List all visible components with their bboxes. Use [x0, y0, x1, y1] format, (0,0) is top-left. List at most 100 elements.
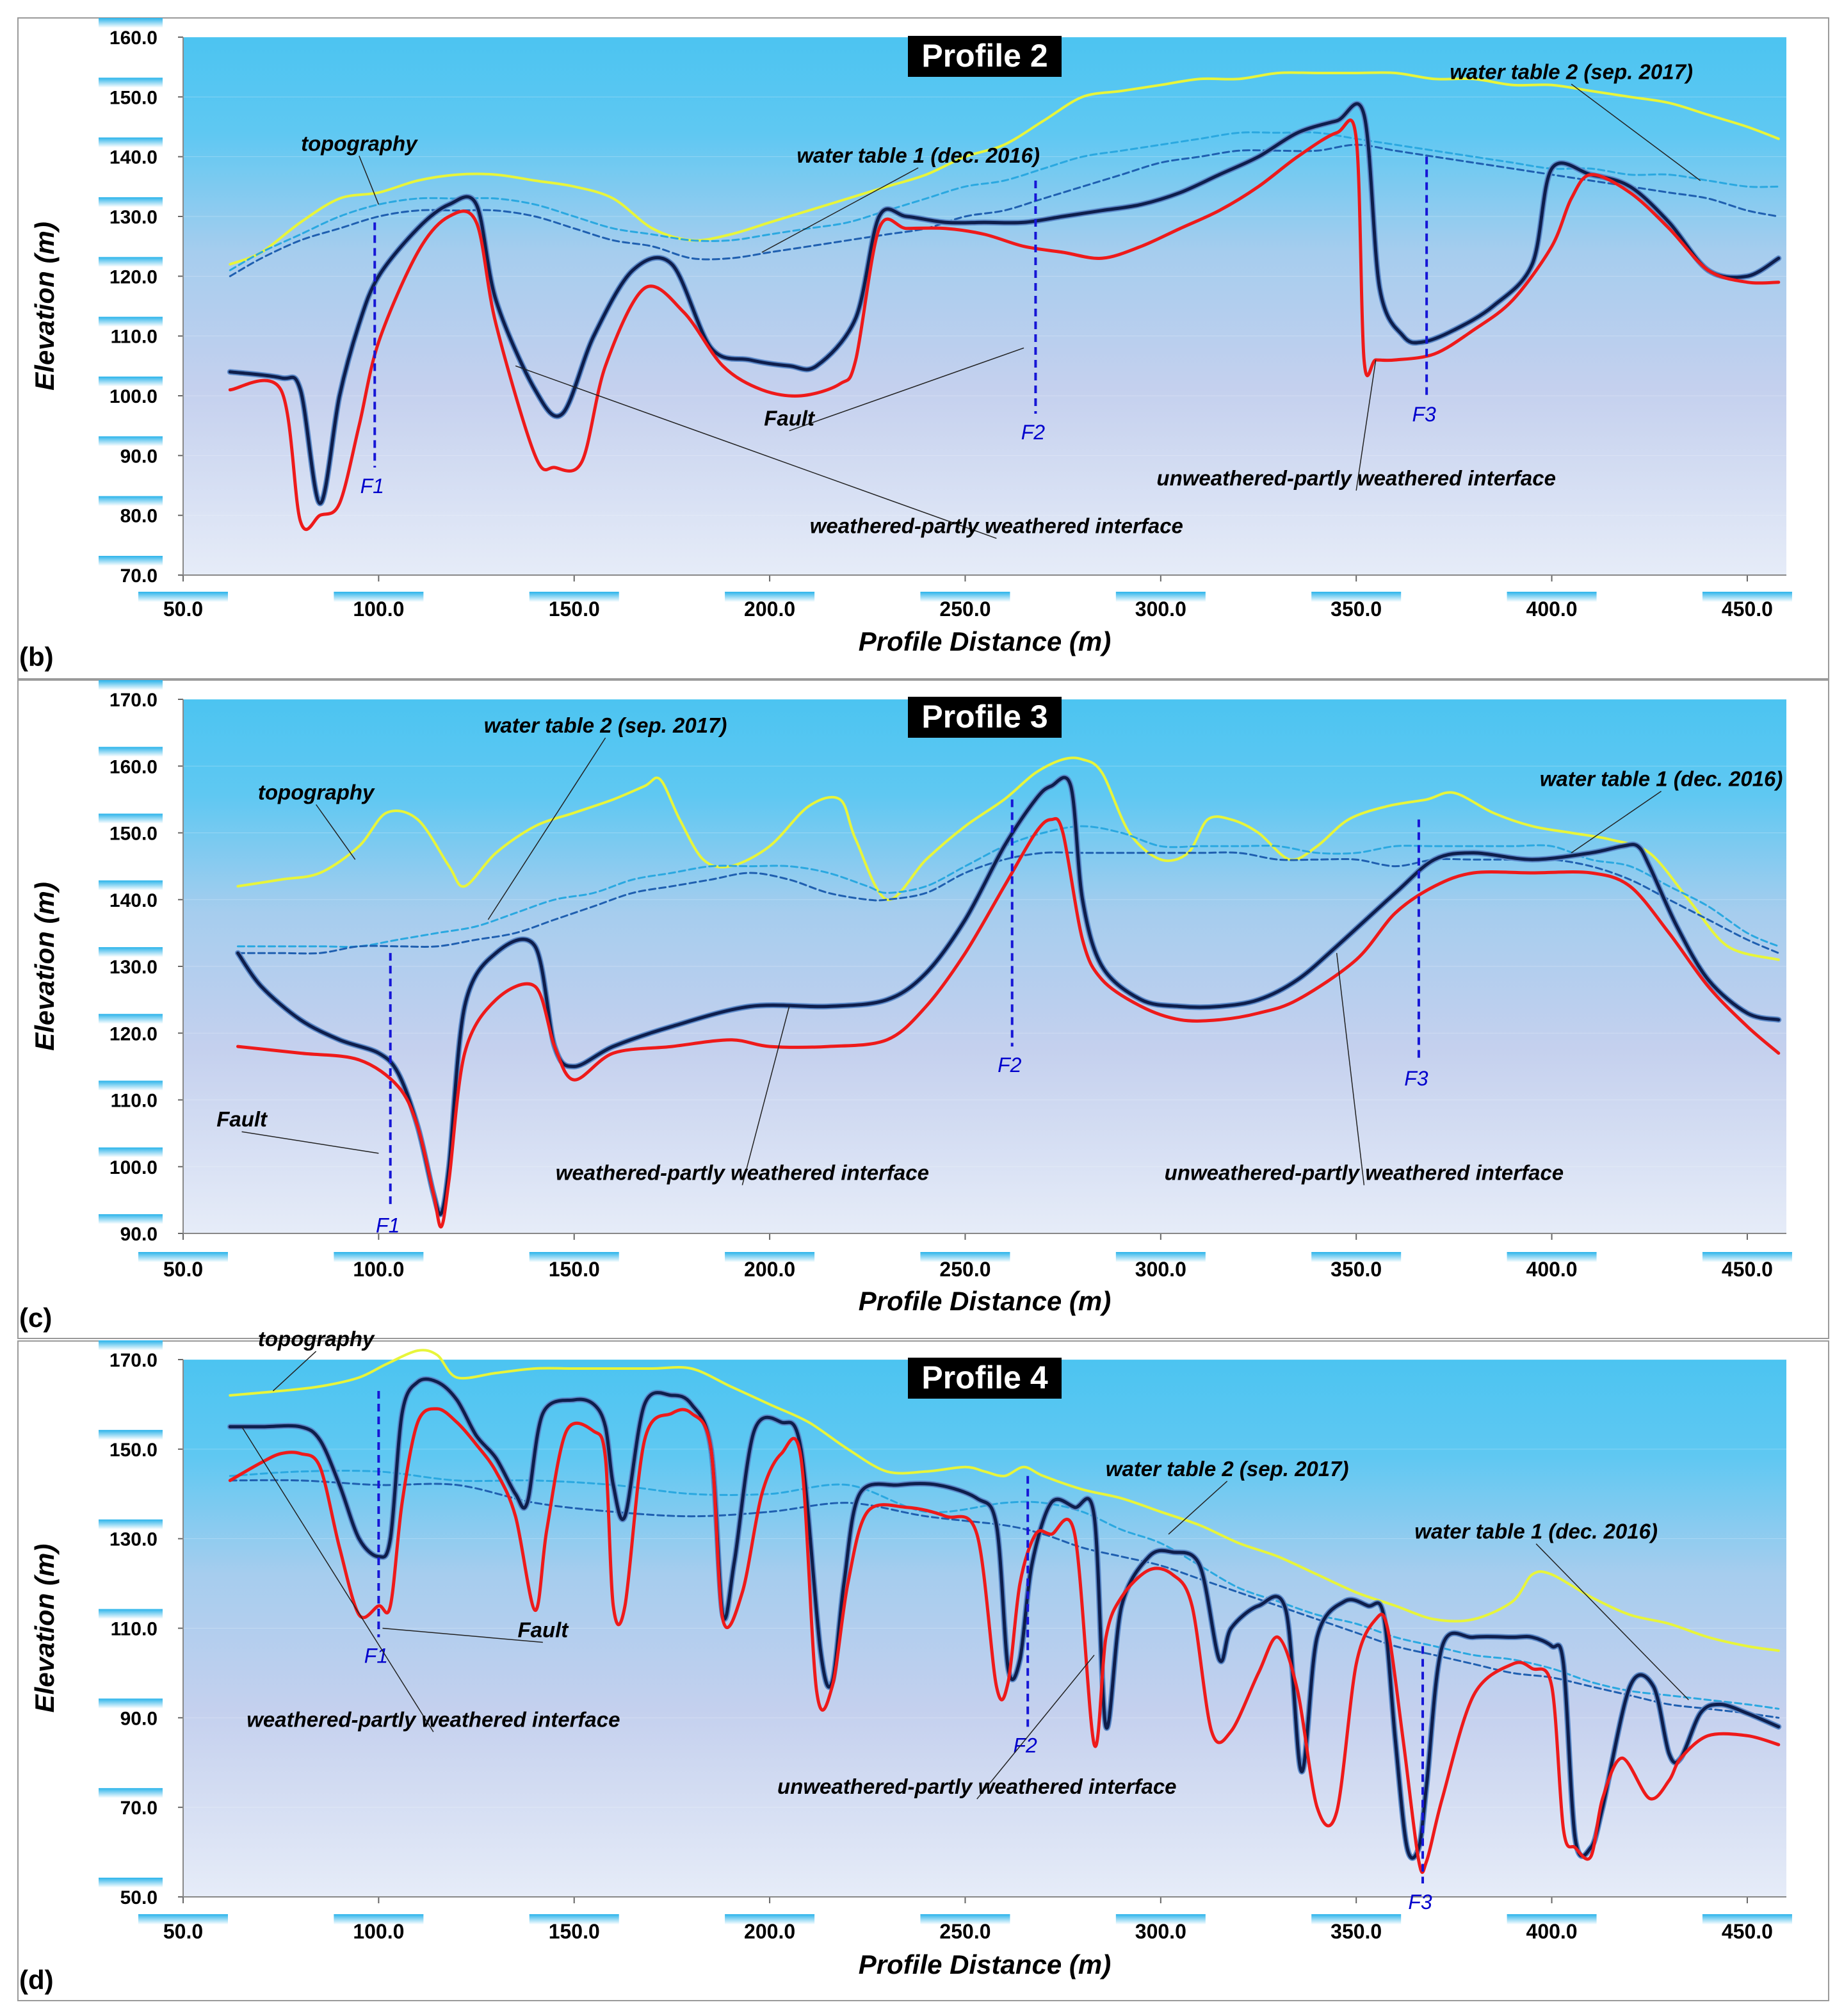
x-tick-bg [1115, 592, 1206, 621]
profile-title: Profile 3 [921, 699, 1047, 735]
series-weathered-line [228, 102, 1781, 505]
x-tick-bg [1702, 1914, 1792, 1944]
x-tick-bg [334, 592, 424, 621]
y-tick-label: 120.0 [109, 266, 158, 288]
y-tick-label: 160.0 [109, 28, 158, 49]
annotation-leader [1336, 953, 1365, 1185]
fault-label-f3: F3 [1408, 1890, 1432, 1914]
y-tick-label: 50.0 [120, 1887, 158, 1908]
annotation-leader [789, 347, 1024, 432]
y-tick-label: 120.0 [109, 1023, 158, 1045]
annotation-label: water table 2 (sep. 2017) [1106, 1457, 1349, 1481]
x-tick-bg [1702, 1252, 1792, 1281]
x-tick-bg [1702, 592, 1792, 621]
series-water_table_2-line [229, 1470, 1780, 1710]
x-tick-bg [529, 1914, 619, 1944]
annotation-label: topography [258, 1327, 375, 1351]
x-tick-bg [138, 592, 228, 621]
x-tick-bg [725, 592, 815, 621]
panel-frame [17, 1340, 1829, 2001]
fault-label-f3: F3 [1412, 403, 1436, 426]
x-tick-bg [529, 1252, 619, 1281]
x-tick-label: 50.0 [163, 1920, 203, 1943]
profile-panel-3: 90.0 100.0 110.0 120.0 130.0 140.0 150.0 160.0 1… [17, 679, 1829, 1339]
y-tick-label: 90.0 [120, 1708, 158, 1729]
x-tick-label: 150.0 [549, 1920, 600, 1943]
y-tick-bg [99, 1080, 163, 1109]
profile-title: Profile 4 [921, 1360, 1047, 1395]
y-tick-label: 170.0 [109, 1350, 158, 1371]
y-tick-bg [99, 947, 163, 975]
annotation-label: unweathered-partly weathered interface [1165, 1161, 1564, 1185]
x-axis-label: Profile Distance (m) [859, 626, 1111, 656]
x-tick-bg [529, 592, 619, 621]
annotation-leader [241, 1131, 379, 1154]
annotation-label: topography [258, 780, 375, 804]
y-tick-label: 70.0 [120, 565, 158, 587]
x-tick-label: 400.0 [1526, 1920, 1578, 1943]
annotation-leader [976, 1654, 1095, 1800]
annotation-leader [741, 1006, 790, 1185]
x-tick-label: 350.0 [1330, 1258, 1382, 1281]
x-axis-label: Profile Distance (m) [859, 1286, 1111, 1316]
x-tick-bg [1507, 592, 1597, 621]
x-tick-bg [1115, 1914, 1206, 1944]
annotation-leader [487, 737, 606, 920]
series-weathered-line [228, 1377, 1781, 1860]
x-tick-label: 350.0 [1330, 1920, 1382, 1943]
series-unweathered-line [236, 817, 1781, 1229]
x-tick-bg [138, 1252, 228, 1281]
y-tick-label: 130.0 [109, 1529, 158, 1550]
y-tick-label: 80.0 [120, 506, 158, 527]
annotation-label: Fault [517, 1618, 569, 1641]
annotation-leader [1168, 1481, 1228, 1535]
annotation-leader [316, 804, 356, 860]
annotation-label: water table 1 (dec. 2016) [1414, 1520, 1658, 1543]
series-unweathered-line [228, 1407, 1781, 1874]
y-tick-bg [99, 436, 163, 465]
x-tick-bg [1507, 1252, 1597, 1281]
x-tick-label: 350.0 [1330, 597, 1382, 621]
x-tick-bg [1311, 1252, 1402, 1281]
annotation-label: unweathered-partly weathered interface [777, 1775, 1177, 1798]
profile-title-box [908, 36, 1062, 77]
plot-area [183, 1360, 1786, 1897]
panel-label: (b) [19, 642, 54, 672]
y-tick-label: 100.0 [109, 1157, 158, 1178]
annotation-leader [1571, 790, 1662, 854]
annotation-label: Fault [764, 407, 816, 430]
annotation-label: weathered-partly weathered interface [810, 514, 1183, 538]
profile-title: Profile 2 [921, 38, 1047, 74]
y-tick-bg [99, 137, 163, 166]
profile-title-box [908, 1358, 1062, 1399]
fault-label-f1: F1 [364, 1644, 388, 1667]
x-tick-label: 300.0 [1135, 1920, 1186, 1943]
x-tick-bg [725, 1252, 815, 1281]
fault-label-f2: F2 [1021, 421, 1046, 444]
y-tick-label: 110.0 [111, 1619, 158, 1640]
annotation-leader [1535, 1543, 1689, 1700]
annotation-leader [382, 1627, 543, 1643]
x-tick-label: 150.0 [549, 1258, 600, 1281]
y-tick-bg [99, 1609, 163, 1638]
y-tick-label: 140.0 [109, 147, 158, 168]
annotation-label: water table 2 (sep. 2017) [1450, 60, 1693, 83]
y-tick-bg [99, 1519, 163, 1548]
y-tick-bg [99, 1788, 163, 1817]
y-tick-bg [99, 556, 163, 584]
x-tick-bg [138, 1914, 228, 1944]
x-tick-label: 450.0 [1722, 597, 1773, 621]
y-tick-label: 70.0 [120, 1798, 158, 1819]
y-tick-bg [99, 1014, 163, 1043]
y-tick-bg [99, 496, 163, 524]
annotation-leader [515, 365, 997, 539]
profile-panel-4: 50.0 70.0 90.0 110.0 130.0 150.0 170.0 50.0 100.… [17, 1327, 1829, 2001]
x-tick-label: 450.0 [1722, 1920, 1773, 1943]
series-topography-line [229, 1349, 1780, 1652]
annotation-leader [1355, 359, 1377, 491]
x-tick-bg [1115, 1252, 1206, 1281]
x-tick-label: 200.0 [744, 597, 795, 621]
series-water_table_1-line [229, 143, 1780, 277]
x-tick-label: 300.0 [1135, 1258, 1186, 1281]
x-tick-label: 450.0 [1722, 1258, 1773, 1281]
